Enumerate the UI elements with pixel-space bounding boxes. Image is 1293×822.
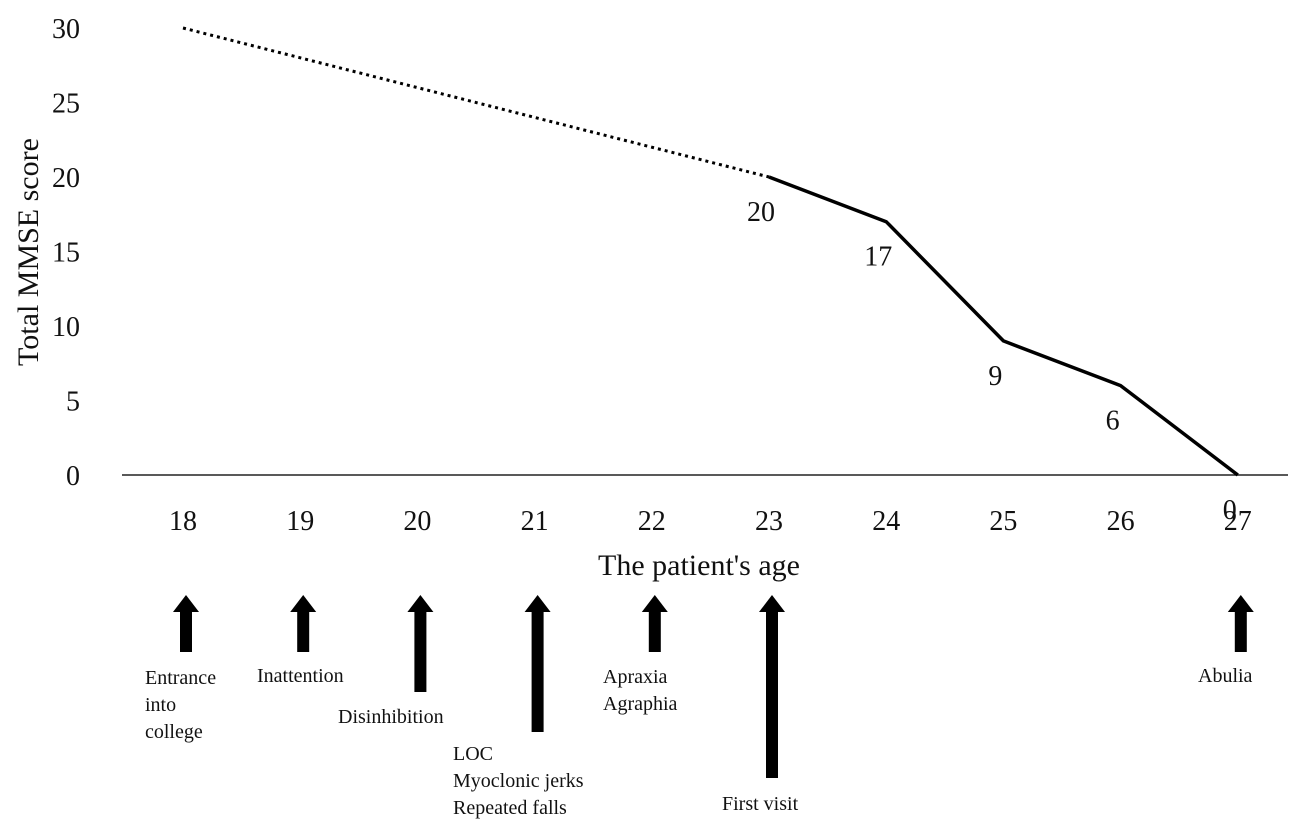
- solid-series-line: [768, 175, 1239, 477]
- data-label: 17: [864, 242, 892, 273]
- x-tick-labels: 18 19 20 21 22 23 24 25 26 27: [169, 506, 1252, 537]
- event-arrow-head: [1227, 595, 1254, 612]
- data-label: 6: [1106, 406, 1120, 437]
- y-tick-label: 0: [66, 461, 80, 492]
- x-tick-label: 20: [403, 506, 431, 537]
- y-axis-title: Total MMSE score: [12, 138, 45, 366]
- event-arrow-shaft: [531, 611, 544, 732]
- x-tick-label: 21: [521, 506, 549, 537]
- series-lines: [182, 26, 1239, 477]
- event-arrow-shaft: [766, 611, 778, 778]
- event-arrow-shaft: [648, 611, 661, 652]
- y-tick-label: 20: [52, 163, 80, 194]
- event-label: Myoclonic jerks: [453, 770, 584, 792]
- event-label: Abulia: [1198, 665, 1253, 687]
- data-labels: 20 17 9 6 0: [747, 197, 1237, 526]
- y-tick-label: 10: [52, 312, 80, 343]
- x-tick-label: 25: [989, 506, 1017, 537]
- event-arrow-shaft: [297, 611, 310, 652]
- y-tick-label: 25: [52, 89, 80, 120]
- dotted-series-line: [182, 26, 770, 179]
- data-label: 9: [988, 361, 1002, 392]
- x-tick-label: 24: [872, 506, 900, 537]
- event-arrow-head: [407, 595, 434, 612]
- x-tick-label: 22: [638, 506, 666, 537]
- x-tick-label: 18: [169, 506, 197, 537]
- event-label: LOC: [453, 743, 493, 765]
- x-tick-label: 19: [286, 506, 314, 537]
- event-label: college: [145, 721, 203, 743]
- event-arrow-head: [290, 595, 317, 612]
- x-tick-label: 27: [1224, 506, 1252, 537]
- event-arrow-shaft: [414, 611, 427, 692]
- x-tick-label: 23: [755, 506, 783, 537]
- event-label: First visit: [722, 793, 799, 815]
- event-arrow-head: [173, 595, 199, 612]
- event-label: Disinhibition: [338, 706, 444, 728]
- data-label: 0: [1223, 495, 1237, 526]
- event-arrow-shaft: [180, 611, 192, 652]
- event-arrow-head: [524, 595, 551, 612]
- y-tick-label: 5: [66, 387, 80, 418]
- event-annotations: Entrance into college Inattention Disinhibit…: [145, 595, 1254, 819]
- y-tick-label: 30: [52, 14, 80, 45]
- event-label: Repeated falls: [453, 797, 567, 819]
- y-tick-labels: 0 5 10 15 20 25 30: [52, 14, 80, 492]
- event-arrow-head: [641, 595, 668, 612]
- x-axis-title: The patient's age: [598, 549, 800, 582]
- event-label: Entrance: [145, 667, 216, 689]
- event-arrow-head: [759, 595, 785, 612]
- event-label: into: [145, 694, 176, 716]
- y-tick-label: 15: [52, 238, 80, 269]
- event-label: Inattention: [257, 665, 344, 687]
- event-label: Agraphia: [603, 693, 678, 715]
- data-label: 20: [747, 197, 775, 228]
- event-label: Apraxia: [603, 666, 668, 688]
- event-arrow-shaft: [1234, 611, 1247, 652]
- x-tick-label: 26: [1107, 506, 1135, 537]
